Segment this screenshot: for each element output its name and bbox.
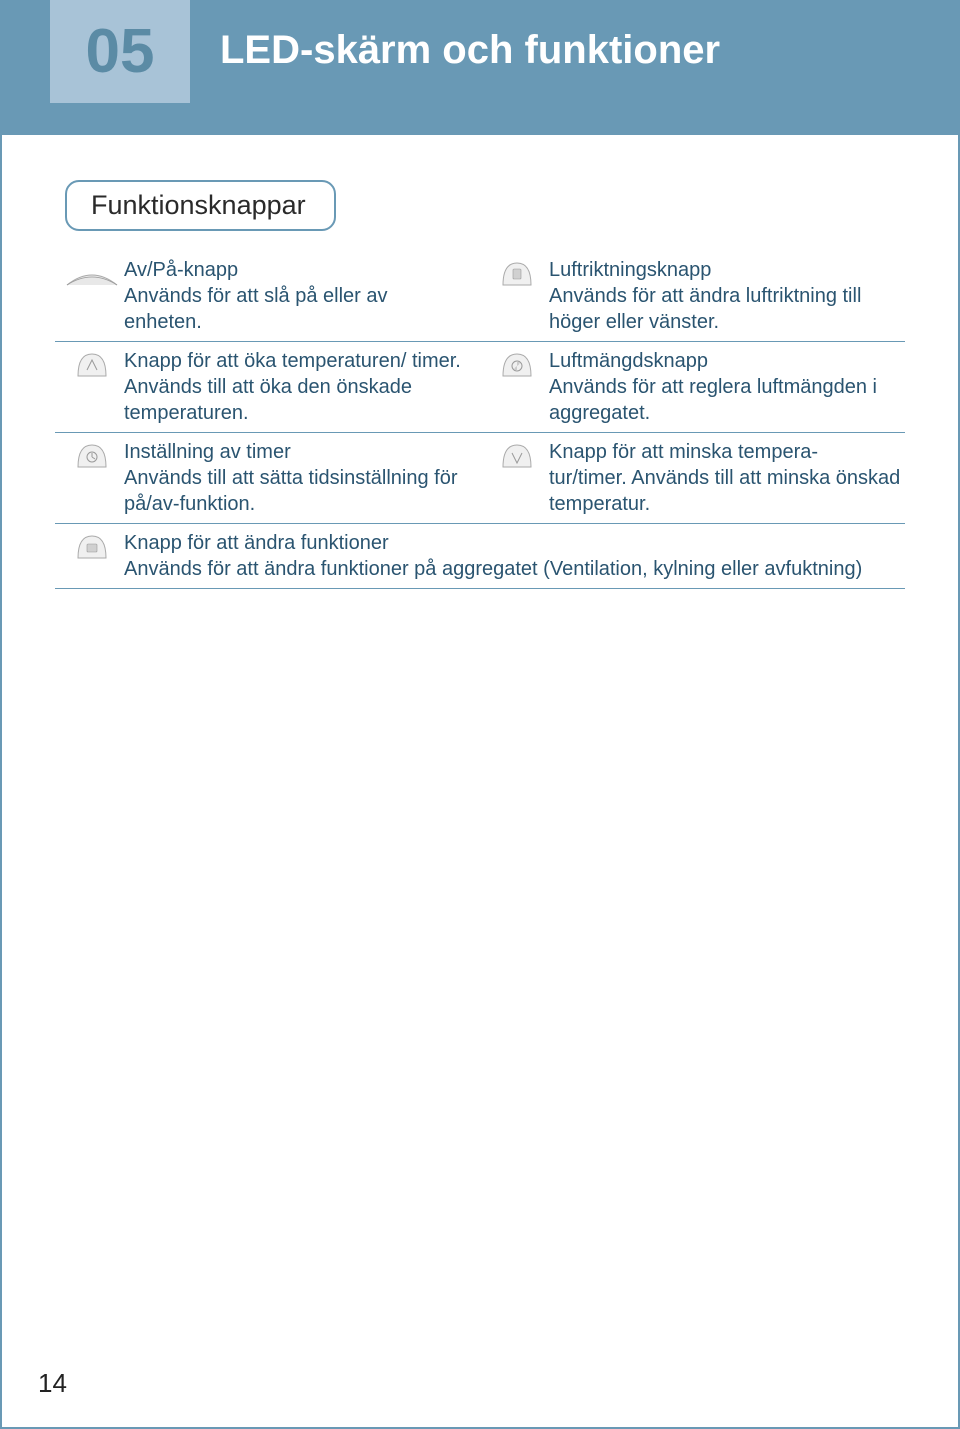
page-border: [0, 0, 960, 1429]
page-number: 14: [38, 1368, 67, 1399]
